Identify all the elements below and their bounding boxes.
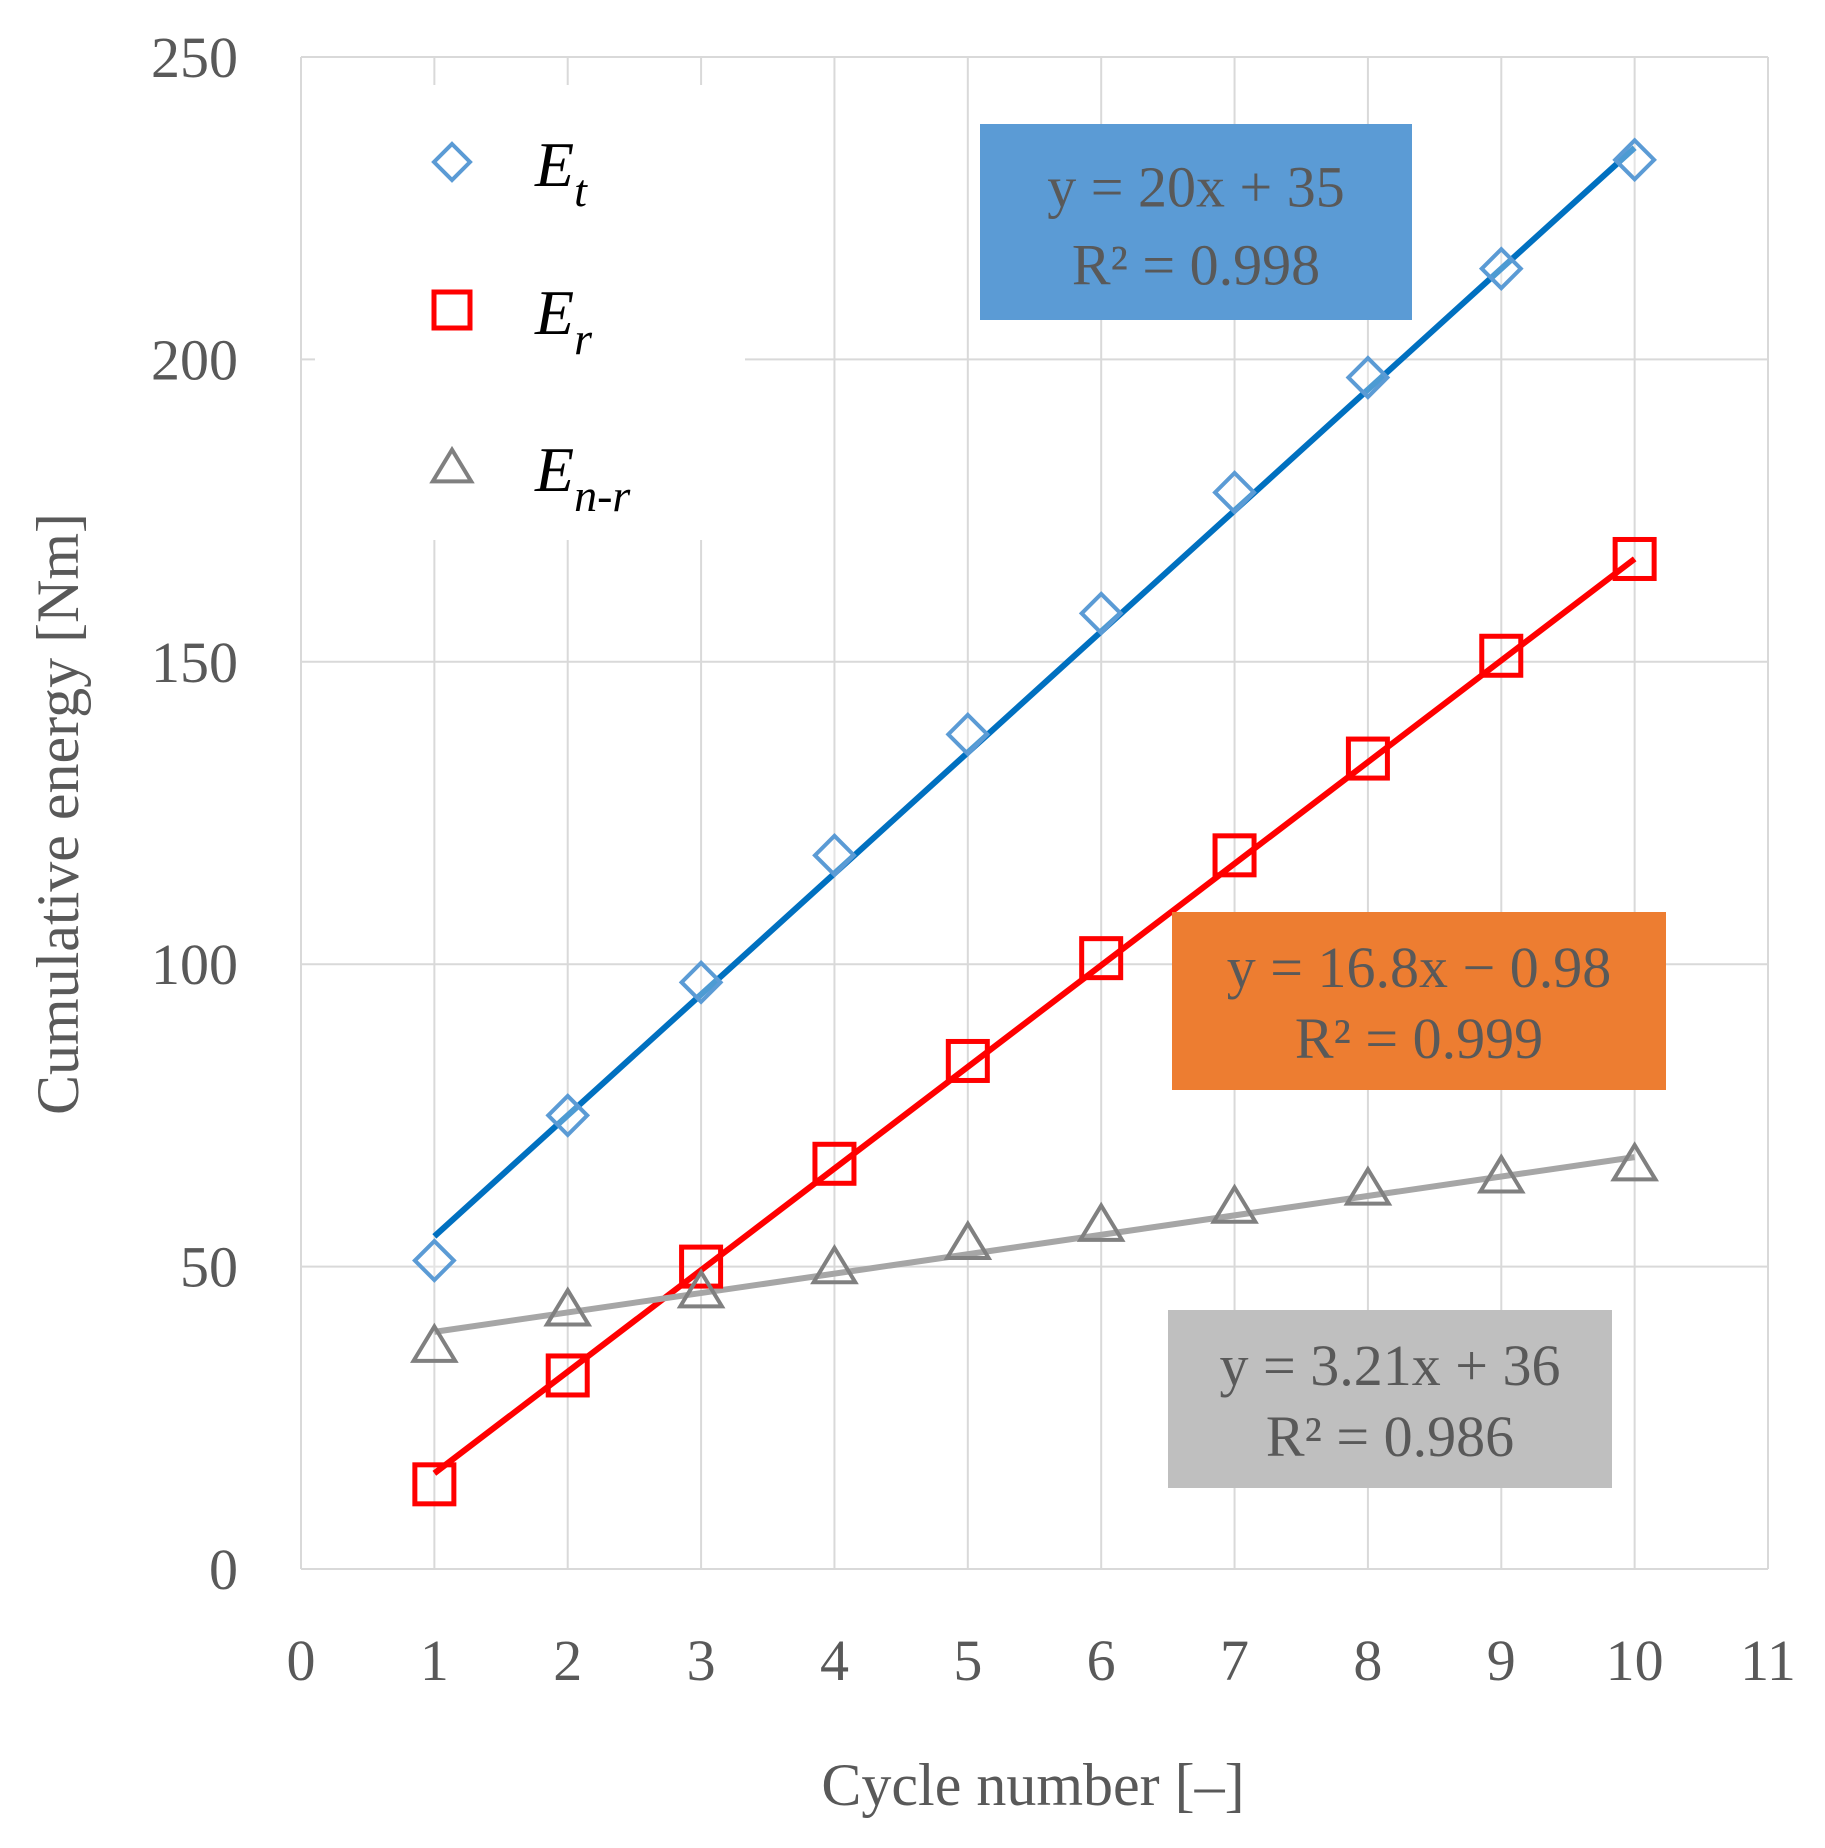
x-tick-label: 2 bbox=[553, 1628, 582, 1693]
x-tick-label: 4 bbox=[820, 1628, 849, 1693]
data-point-E_n-r bbox=[1610, 1141, 1659, 1182]
x-tick-label: 3 bbox=[687, 1628, 716, 1693]
data-point-E_r bbox=[1479, 633, 1524, 678]
trendline-r2: R² = 0.986 bbox=[1266, 1404, 1514, 1469]
data-point-E_t bbox=[1478, 246, 1524, 292]
x-tick-label: 9 bbox=[1487, 1628, 1516, 1693]
data-point-E_t bbox=[1078, 591, 1124, 636]
x-tick-label: 5 bbox=[953, 1628, 982, 1693]
legend-label-E_n-r: En-r bbox=[534, 434, 631, 521]
legend-label-E_r: Er bbox=[534, 277, 593, 364]
data-point-E_t bbox=[678, 960, 724, 1005]
x-tick-label: 11 bbox=[1740, 1628, 1796, 1693]
data-point-E_n-r bbox=[543, 1286, 593, 1327]
data-point-E_r bbox=[1345, 736, 1390, 781]
data-point-E_t bbox=[812, 833, 857, 878]
legend-subscript: r bbox=[574, 313, 593, 364]
x-tick-label: 1 bbox=[420, 1628, 449, 1693]
legend-marker-E_r bbox=[431, 289, 473, 331]
trendline-equation: y = 16.8x − 0.98 bbox=[1227, 935, 1611, 1000]
grid-layer bbox=[300, 56, 1769, 1570]
data-point-E_t bbox=[412, 1238, 457, 1283]
data-point-E_n-r bbox=[676, 1268, 726, 1309]
data-point-E_r bbox=[545, 1353, 590, 1398]
data-markers bbox=[410, 137, 1659, 1507]
x-tick-label: 8 bbox=[1353, 1628, 1382, 1693]
data-point-E_n-r bbox=[410, 1322, 459, 1363]
legend-symbol: E bbox=[534, 277, 574, 348]
trendline-E_r bbox=[432, 556, 1637, 1476]
data-point-E_t bbox=[1212, 470, 1257, 515]
y-axis-title: Cumulative energy [Nm] bbox=[25, 513, 91, 1115]
legend-symbol: E bbox=[534, 434, 574, 505]
data-point-E_t bbox=[1345, 355, 1391, 400]
data-point-E_t bbox=[1612, 137, 1657, 183]
legend-subscript: n-r bbox=[574, 470, 631, 521]
data-point-E_n-r bbox=[810, 1244, 859, 1285]
data-point-E_n-r bbox=[1343, 1165, 1393, 1206]
trendline-r2: R² = 0.998 bbox=[1072, 233, 1320, 298]
trendline-E_t bbox=[432, 145, 1637, 1239]
data-point-E_n-r bbox=[1476, 1153, 1526, 1194]
data-point-E_r bbox=[412, 1462, 457, 1507]
equation-box-E_t bbox=[980, 124, 1412, 320]
data-point-E_r bbox=[1079, 936, 1124, 981]
y-tick-label: 250 bbox=[151, 25, 238, 90]
equation-box-E_r bbox=[1172, 912, 1666, 1090]
x-tick-label: 10 bbox=[1606, 1628, 1664, 1693]
y-tick-label: 100 bbox=[151, 932, 238, 997]
legend-background bbox=[315, 85, 745, 540]
data-point-E_n-r bbox=[1076, 1201, 1126, 1242]
data-point-E_r bbox=[1612, 536, 1657, 581]
data-point-E_r bbox=[812, 1141, 857, 1186]
y-tick-label: 200 bbox=[151, 327, 238, 392]
x-tick-label: 0 bbox=[287, 1628, 316, 1693]
trendline-E_n-r bbox=[433, 1154, 1636, 1335]
trendline-equation: y = 3.21x + 36 bbox=[1220, 1333, 1561, 1398]
data-point-E_n-r bbox=[1210, 1183, 1259, 1224]
data-point-E_t bbox=[945, 712, 991, 757]
y-tick-label: 50 bbox=[180, 1235, 238, 1300]
legend-marker-E_n-r bbox=[429, 445, 475, 484]
y-tick-label: 150 bbox=[151, 630, 238, 695]
data-point-E_n-r bbox=[943, 1219, 993, 1261]
data-point-E_r bbox=[679, 1244, 724, 1289]
trendlines bbox=[432, 145, 1637, 1476]
legend-label-E_t: Et bbox=[534, 129, 588, 216]
equation-box-E_n-r bbox=[1168, 1310, 1612, 1488]
legend-marker-E_t bbox=[431, 141, 473, 183]
legend-symbol: E bbox=[534, 129, 574, 200]
trendline-equation: y = 20x + 35 bbox=[1047, 154, 1344, 219]
y-tick-label: 0 bbox=[209, 1537, 238, 1602]
tick-labels: 0 1 2 3 4 5 6 7 8 9 10 11 0 50 100 150 200 250 bbox=[151, 25, 1796, 1693]
x-tick-label: 7 bbox=[1220, 1628, 1249, 1693]
x-tick-label: 6 bbox=[1087, 1628, 1116, 1693]
data-point-E_r bbox=[945, 1038, 990, 1083]
data-point-E_t bbox=[545, 1093, 591, 1138]
trendline-r2: R² = 0.999 bbox=[1295, 1006, 1543, 1071]
legend-subscript: t bbox=[574, 165, 588, 216]
data-point-E_r bbox=[1212, 833, 1257, 878]
x-axis-title: Cycle number [–] bbox=[821, 1752, 1244, 1818]
